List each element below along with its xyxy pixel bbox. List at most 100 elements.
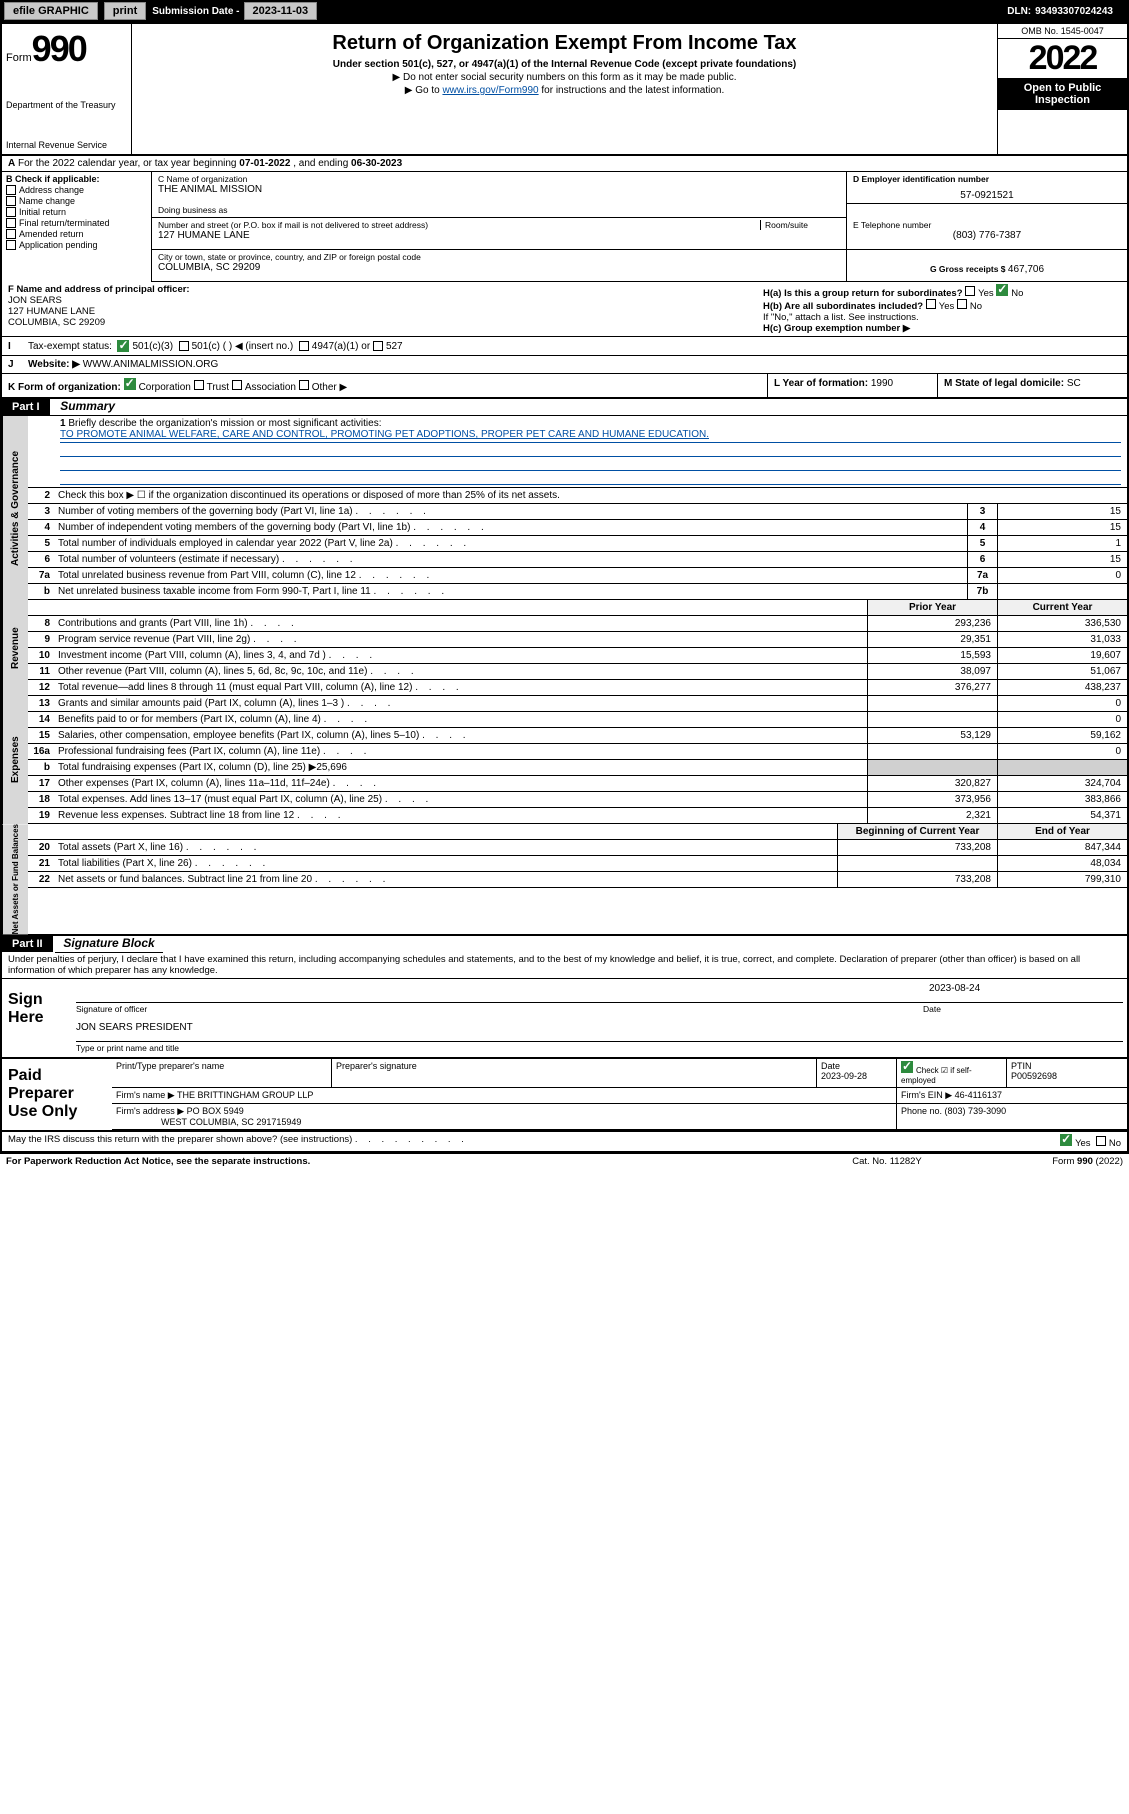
opt-trust: Trust bbox=[207, 382, 229, 393]
vtab-governance: Activities & Governance bbox=[2, 416, 28, 600]
vtab-revenue: Revenue bbox=[2, 600, 28, 696]
part2-title: Signature Block bbox=[55, 934, 162, 953]
website-value: WWW.ANIMALMISSION.ORG bbox=[83, 359, 219, 370]
chk-discuss-yes[interactable] bbox=[1060, 1134, 1072, 1146]
firm-addr2: WEST COLUMBIA, SC 291715949 bbox=[161, 1117, 301, 1127]
chk-self-employed[interactable] bbox=[901, 1061, 913, 1073]
efile-btn[interactable]: efile GRAPHIC bbox=[4, 2, 98, 20]
end-hdr: End of Year bbox=[997, 824, 1127, 839]
chk-trust[interactable] bbox=[194, 380, 204, 390]
chk-527[interactable] bbox=[373, 341, 383, 351]
date-label: Date bbox=[923, 1004, 1123, 1014]
chk-initial-return[interactable] bbox=[6, 207, 16, 217]
top-bar: efile GRAPHIC print Submission Date - 20… bbox=[0, 0, 1129, 22]
lbl-name-change: Name change bbox=[19, 196, 75, 206]
form-word: Form bbox=[6, 52, 32, 64]
chk-other[interactable] bbox=[299, 380, 309, 390]
officer-addr2: COLUMBIA, SC 29209 bbox=[8, 317, 751, 328]
dln-value: 93493307024243 bbox=[1035, 6, 1113, 17]
ein-value: 57-0921521 bbox=[853, 190, 1121, 201]
sub3-post: for instructions and the latest informat… bbox=[539, 85, 725, 96]
subdate-label: Submission Date - bbox=[152, 6, 239, 17]
curr-hdr: Current Year bbox=[997, 600, 1127, 615]
officer-name: JON SEARS bbox=[8, 295, 751, 306]
prep-name-label: Print/Type preparer's name bbox=[112, 1059, 332, 1087]
org-name-label: C Name of organization bbox=[158, 174, 840, 184]
lbl-initial-return: Initial return bbox=[19, 207, 66, 217]
sign-here-label: Sign Here bbox=[2, 979, 72, 1057]
chk-assoc[interactable] bbox=[232, 380, 242, 390]
gross-value: 467,706 bbox=[1008, 264, 1044, 275]
room-label: Room/suite bbox=[760, 220, 840, 230]
gross-label: G Gross receipts $ bbox=[930, 264, 1008, 274]
lbl-final-return: Final return/terminated bbox=[19, 218, 110, 228]
dba-label: Doing business as bbox=[158, 205, 840, 215]
m-label: M State of legal domicile: bbox=[944, 378, 1067, 389]
sub3-pre: ▶ Go to bbox=[405, 85, 443, 96]
begin-hdr: Beginning of Current Year bbox=[837, 824, 997, 839]
chk-corp[interactable] bbox=[124, 378, 136, 390]
opt-assoc: Association bbox=[245, 382, 296, 393]
opt-4947: 4947(a)(1) or bbox=[312, 341, 370, 352]
chk-address-change[interactable] bbox=[6, 185, 16, 195]
column-b-checkboxes: B Check if applicable: Address change Na… bbox=[2, 172, 152, 282]
paperwork-notice: For Paperwork Reduction Act Notice, see … bbox=[6, 1156, 852, 1167]
firm-name-label: Firm's name ▶ bbox=[116, 1090, 175, 1100]
chk-ha-yes[interactable] bbox=[965, 286, 975, 296]
chk-hb-no[interactable] bbox=[957, 299, 967, 309]
rowa-pre: For the 2022 calendar year, or tax year … bbox=[18, 158, 239, 169]
row-i: I Tax-exempt status: 501(c)(3) 501(c) ( … bbox=[2, 337, 1127, 356]
irs-label: Internal Revenue Service bbox=[6, 140, 127, 150]
chk-discuss-no[interactable] bbox=[1096, 1136, 1106, 1146]
penalties-text: Under penalties of perjury, I declare th… bbox=[2, 952, 1127, 979]
print-btn[interactable]: print bbox=[104, 2, 146, 20]
firm-ein-label: Firm's EIN ▶ bbox=[901, 1090, 952, 1100]
subdate-btn[interactable]: 2023-11-03 bbox=[244, 2, 318, 20]
opt-501c: 501(c) ( ) ◀ (insert no.) bbox=[192, 341, 294, 352]
lbl-application: Application pending bbox=[19, 240, 98, 250]
officer-typed: JON SEARS PRESIDENT bbox=[76, 1022, 1123, 1042]
prep-sig-label: Preparer's signature bbox=[332, 1059, 817, 1087]
row-j: J Website: ▶ WWW.ANIMALMISSION.ORG bbox=[2, 356, 1127, 374]
chk-final-return[interactable] bbox=[6, 218, 16, 228]
prior-hdr: Prior Year bbox=[867, 600, 997, 615]
ein-label: D Employer identification number bbox=[853, 174, 1121, 184]
website-label: Website: ▶ bbox=[28, 359, 80, 370]
hb-label: H(b) Are all subordinates included? bbox=[763, 301, 923, 312]
city-value: COLUMBIA, SC 29209 bbox=[158, 262, 840, 273]
form-ref: Form 990 (2022) bbox=[1052, 1156, 1123, 1167]
row-a-tax-year: A For the 2022 calendar year, or tax yea… bbox=[2, 156, 1127, 172]
chk-501c3[interactable] bbox=[117, 340, 129, 352]
k-label: K Form of organization: bbox=[8, 382, 121, 393]
chk-4947[interactable] bbox=[299, 341, 309, 351]
ptin-label: PTIN bbox=[1011, 1061, 1032, 1071]
hb-no: No bbox=[970, 301, 982, 312]
firm-addr-label: Firm's address ▶ bbox=[116, 1106, 184, 1116]
phone-label: E Telephone number bbox=[853, 220, 1121, 230]
chk-501c[interactable] bbox=[179, 341, 189, 351]
form-header: Form990 Department of the Treasury Inter… bbox=[2, 24, 1127, 156]
rowa-begin: 07-01-2022 bbox=[239, 158, 290, 169]
rowa-mid: , and ending bbox=[290, 158, 351, 169]
chk-hb-yes[interactable] bbox=[926, 299, 936, 309]
irs-link[interactable]: www.irs.gov/Form990 bbox=[442, 85, 538, 96]
chk-amended[interactable] bbox=[6, 229, 16, 239]
chk-application[interactable] bbox=[6, 240, 16, 250]
row-f: F Name and address of principal officer:… bbox=[2, 282, 1127, 337]
lbl-address-change: Address change bbox=[19, 185, 84, 195]
type-label: Type or print name and title bbox=[76, 1043, 1123, 1053]
chk-ha-no[interactable] bbox=[996, 284, 1008, 296]
sig-date: 2023-08-24 bbox=[923, 983, 1123, 1003]
prep-date: 2023-09-28 bbox=[821, 1071, 867, 1081]
m-value: SC bbox=[1067, 378, 1081, 389]
firm-ein: 46-4116137 bbox=[955, 1090, 1002, 1100]
chk-name-change[interactable] bbox=[6, 196, 16, 206]
firm-addr1: PO BOX 5949 bbox=[187, 1106, 244, 1116]
discuss-text: May the IRS discuss this return with the… bbox=[8, 1134, 352, 1145]
firm-phone-label: Phone no. bbox=[901, 1106, 945, 1116]
lbl-amended: Amended return bbox=[19, 229, 84, 239]
mission-text: TO PROMOTE ANIMAL WELFARE, CARE AND CONT… bbox=[60, 429, 1121, 443]
discuss-yes: Yes bbox=[1075, 1138, 1091, 1149]
opt-other: Other ▶ bbox=[312, 382, 347, 393]
ptin-value: P00592698 bbox=[1011, 1071, 1057, 1081]
